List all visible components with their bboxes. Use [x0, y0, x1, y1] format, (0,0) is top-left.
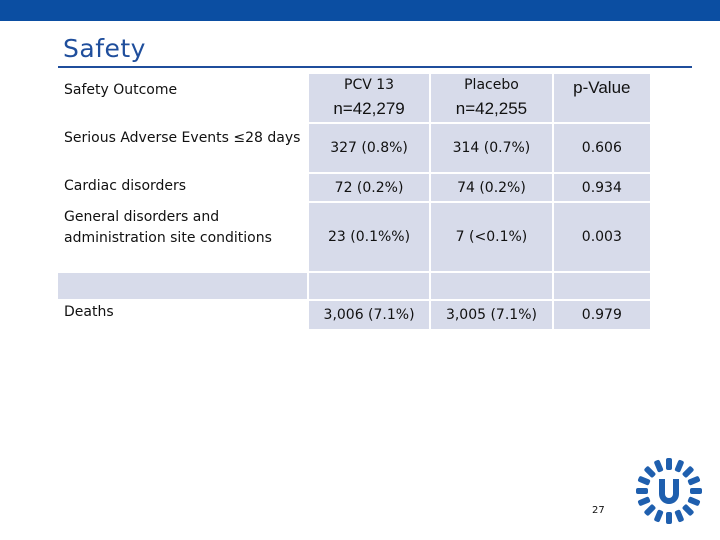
header-outcome: Safety Outcome	[58, 74, 307, 122]
slide-title: Safety	[63, 34, 146, 63]
placebo-cell: 3,005 (7.1%)	[431, 301, 552, 329]
pvalue-cell: 0.606	[553, 124, 650, 172]
table-row-spacer	[58, 273, 650, 299]
spacer-cell	[553, 273, 650, 299]
placebo-cell: 7 (<0.1%)	[431, 203, 552, 271]
spacer-cell	[308, 273, 430, 299]
placebo-cell: 314 (0.7%)	[431, 124, 552, 172]
page-number: 27	[592, 505, 605, 516]
placebo-label: Placebo	[464, 77, 519, 93]
row-label: General disorders and administration sit…	[58, 203, 307, 271]
table-row: Deaths 3,006 (7.1%) 3,005 (7.1%) 0.979	[58, 301, 650, 329]
row-label: Cardiac disorders	[58, 174, 307, 201]
pcv13-label: PCV 13	[344, 77, 395, 93]
header-pcv13: PCV 13 n=42,279	[308, 74, 430, 122]
table-row: Cardiac disorders 72 (0.2%) 74 (0.2%) 0.…	[58, 174, 650, 201]
header-placebo: Placebo n=42,255	[431, 74, 552, 122]
header-pvalue: p-Value	[553, 74, 650, 122]
pvalue-cell: 0.979	[553, 301, 650, 329]
pcv13-n: n=42,279	[333, 99, 405, 118]
safety-table: Safety Outcome PCV 13 n=42,279 Placebo n…	[56, 72, 652, 331]
row-label: Deaths	[58, 301, 307, 329]
pvalue-cell: 0.934	[553, 174, 650, 201]
placebo-cell: 74 (0.2%)	[431, 174, 552, 201]
table-row: General disorders and administration sit…	[58, 203, 650, 271]
top-banner	[0, 0, 720, 21]
pvalue-cell: 0.003	[553, 203, 650, 271]
title-underline	[58, 66, 692, 68]
header-row: Safety Outcome PCV 13 n=42,279 Placebo n…	[58, 74, 650, 122]
spacer-cell	[58, 273, 307, 299]
row-label: Serious Adverse Events ≤28 days	[58, 124, 307, 172]
placebo-n: n=42,255	[455, 99, 528, 118]
pcv13-cell: 23 (0.1%%)	[308, 203, 430, 271]
pcv13-cell: 72 (0.2%)	[308, 174, 430, 201]
spacer-cell	[431, 273, 552, 299]
pcv13-cell: 3,006 (7.1%)	[308, 301, 430, 329]
table-row: Serious Adverse Events ≤28 days 327 (0.8…	[58, 124, 650, 172]
university-logo-icon	[636, 458, 702, 524]
pcv13-cell: 327 (0.8%)	[308, 124, 430, 172]
